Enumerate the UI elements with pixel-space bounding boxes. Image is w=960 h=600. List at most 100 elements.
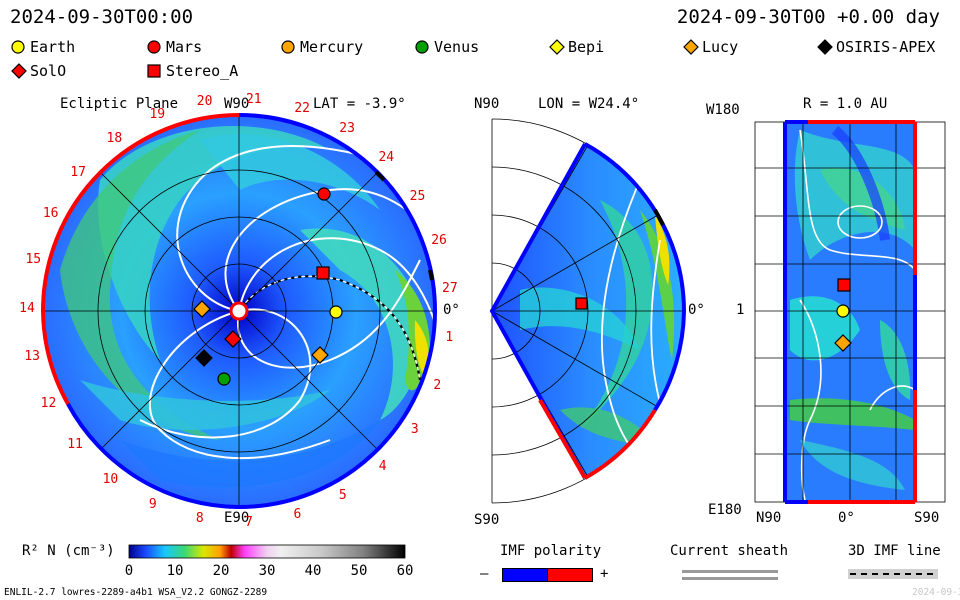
- colorbar-tick-40: 40: [304, 563, 322, 579]
- marker-earth: [329, 305, 343, 319]
- carrington-tick-2: 2: [433, 377, 442, 393]
- carrington-tick-16: 16: [42, 205, 59, 221]
- colorbar-tick-60: 60: [396, 563, 414, 579]
- carrington-tick-10: 10: [102, 471, 119, 487]
- colorbar-tick-0: 0: [124, 563, 134, 579]
- legend-label-osiris-apex: OSIRIS-APEX: [836, 38, 936, 56]
- radial-top-left-label: W180: [706, 102, 740, 118]
- legend-marker-solo: [11, 63, 27, 79]
- carrington-tick-12: 12: [40, 395, 57, 411]
- legend-label-mercury: Mercury: [300, 38, 364, 56]
- carrington-tick-8: 8: [195, 511, 204, 527]
- ecliptic-title: Ecliptic Plane: [60, 96, 179, 112]
- radial-left-mid-label: 1: [736, 302, 745, 318]
- colorbar-tick-50: 50: [350, 563, 368, 579]
- legend-label-venus: Venus: [434, 38, 480, 56]
- marker-mercury: [193, 300, 211, 318]
- carrington-tick-11: 11: [67, 437, 83, 453]
- meridional-top-left-label: N90: [474, 96, 500, 112]
- carrington-tick-4: 4: [378, 458, 387, 474]
- carrington-tick-22: 22: [294, 100, 310, 116]
- legend-marker-earth: [11, 40, 25, 54]
- radial-r-label: R = 1.0 AU: [803, 96, 888, 112]
- carrington-tick-21: 21: [245, 91, 262, 107]
- radial-marker-earth: [836, 304, 850, 318]
- carrington-tick-13: 13: [24, 349, 40, 365]
- marker-lucy: [311, 346, 329, 364]
- carrington-tick-5: 5: [338, 487, 347, 503]
- imf3d-line-sample: [848, 569, 938, 579]
- meridional-right-label: 0°: [688, 302, 705, 318]
- imf-plus-label: +: [600, 566, 609, 582]
- legend-marker-mercury: [281, 40, 295, 54]
- carrington-tick-9: 9: [148, 496, 157, 512]
- legend-label-solo: SolO: [30, 62, 67, 80]
- legend-label-bepi: Bepi: [568, 38, 605, 56]
- legend-marker-mars: [147, 40, 161, 54]
- radial-marker-lucy: [834, 334, 852, 352]
- carrington-tick-3: 3: [410, 421, 419, 437]
- time-right: 2024-09-30T00 +0.00 day: [676, 6, 940, 28]
- radial-x-label-s90: S90: [914, 510, 940, 526]
- current-sheath-line-1: [682, 570, 778, 573]
- imf-minus-label: –: [480, 566, 489, 582]
- ecliptic-top-label: W90: [224, 96, 250, 112]
- radial-bottom-left-label: E180: [708, 502, 742, 518]
- marker-osiris-apex: [195, 349, 213, 367]
- colorbar-tick-20: 20: [212, 563, 230, 579]
- legend-marker-bepi: [549, 39, 565, 55]
- carrington-tick-27: 27: [442, 280, 458, 296]
- time-left: 2024-09-30T00:00: [10, 6, 194, 28]
- carrington-tick-14: 14: [19, 300, 35, 316]
- colorbar-tick-10: 10: [166, 563, 184, 579]
- carrington-tick-6: 6: [293, 506, 302, 522]
- carrington-tick-19: 19: [149, 107, 166, 123]
- carrington-tick-17: 17: [70, 164, 87, 180]
- carrington-tick-15: 15: [25, 251, 42, 267]
- legend-marker-lucy: [683, 39, 699, 55]
- imf-positive-swatch: [547, 568, 593, 582]
- meridional-bottom-label: S90: [474, 512, 500, 528]
- colorbar-label: R² N (cm⁻³): [22, 543, 115, 559]
- legend-label-mars: Mars: [166, 38, 203, 56]
- ecliptic-right-label: 0°: [443, 302, 460, 318]
- sun-marker: [229, 301, 249, 321]
- ecliptic-lat-label: LAT = -3.9°: [313, 96, 406, 112]
- legend-marker-venus: [415, 40, 429, 54]
- carrington-tick-26: 26: [431, 232, 447, 248]
- carrington-tick-18: 18: [106, 131, 123, 147]
- legend-marker-stereo-a: [147, 64, 161, 78]
- marker-solo: [224, 330, 242, 348]
- meridional-marker-stereo-a: [575, 297, 588, 310]
- legend-marker-osiris-apex: [817, 39, 833, 55]
- marker-stereo-a: [316, 266, 330, 280]
- carrington-tick-24: 24: [378, 150, 395, 166]
- footer-left: ENLIL-2.7 lowres-2289-a4b1 WSA_V2.2 GONG…: [4, 587, 268, 598]
- radial-marker-stereo-a: [837, 278, 851, 292]
- imf-polarity-title: IMF polarity: [500, 543, 602, 559]
- legend-label-earth: Earth: [30, 38, 76, 56]
- ecliptic-objects: [193, 187, 343, 386]
- carrington-tick-20: 20: [196, 93, 213, 109]
- carrington-tick-23: 23: [339, 120, 355, 136]
- marker-mars: [317, 187, 331, 201]
- imf-negative-swatch: [502, 568, 548, 582]
- legend-label-stereo-a: Stereo_A: [166, 62, 239, 80]
- radial-x-label-0: 0°: [838, 510, 855, 526]
- colorbar-tick-30: 30: [258, 563, 276, 579]
- carrington-tick-1: 1: [445, 330, 454, 346]
- footer-right: 2024-09-30: [912, 587, 960, 598]
- marker-venus: [217, 372, 231, 386]
- carrington-tick-7: 7: [244, 514, 253, 530]
- imf3d-title: 3D IMF line: [848, 543, 941, 559]
- radial-x-label-n90: N90: [756, 510, 782, 526]
- carrington-tick-25: 25: [409, 188, 426, 204]
- current-sheath-title: Current sheath: [670, 543, 789, 559]
- current-sheath-line-2: [682, 577, 778, 580]
- ecliptic-bottom-label: E90: [224, 510, 250, 526]
- legend-label-lucy: Lucy: [702, 38, 739, 56]
